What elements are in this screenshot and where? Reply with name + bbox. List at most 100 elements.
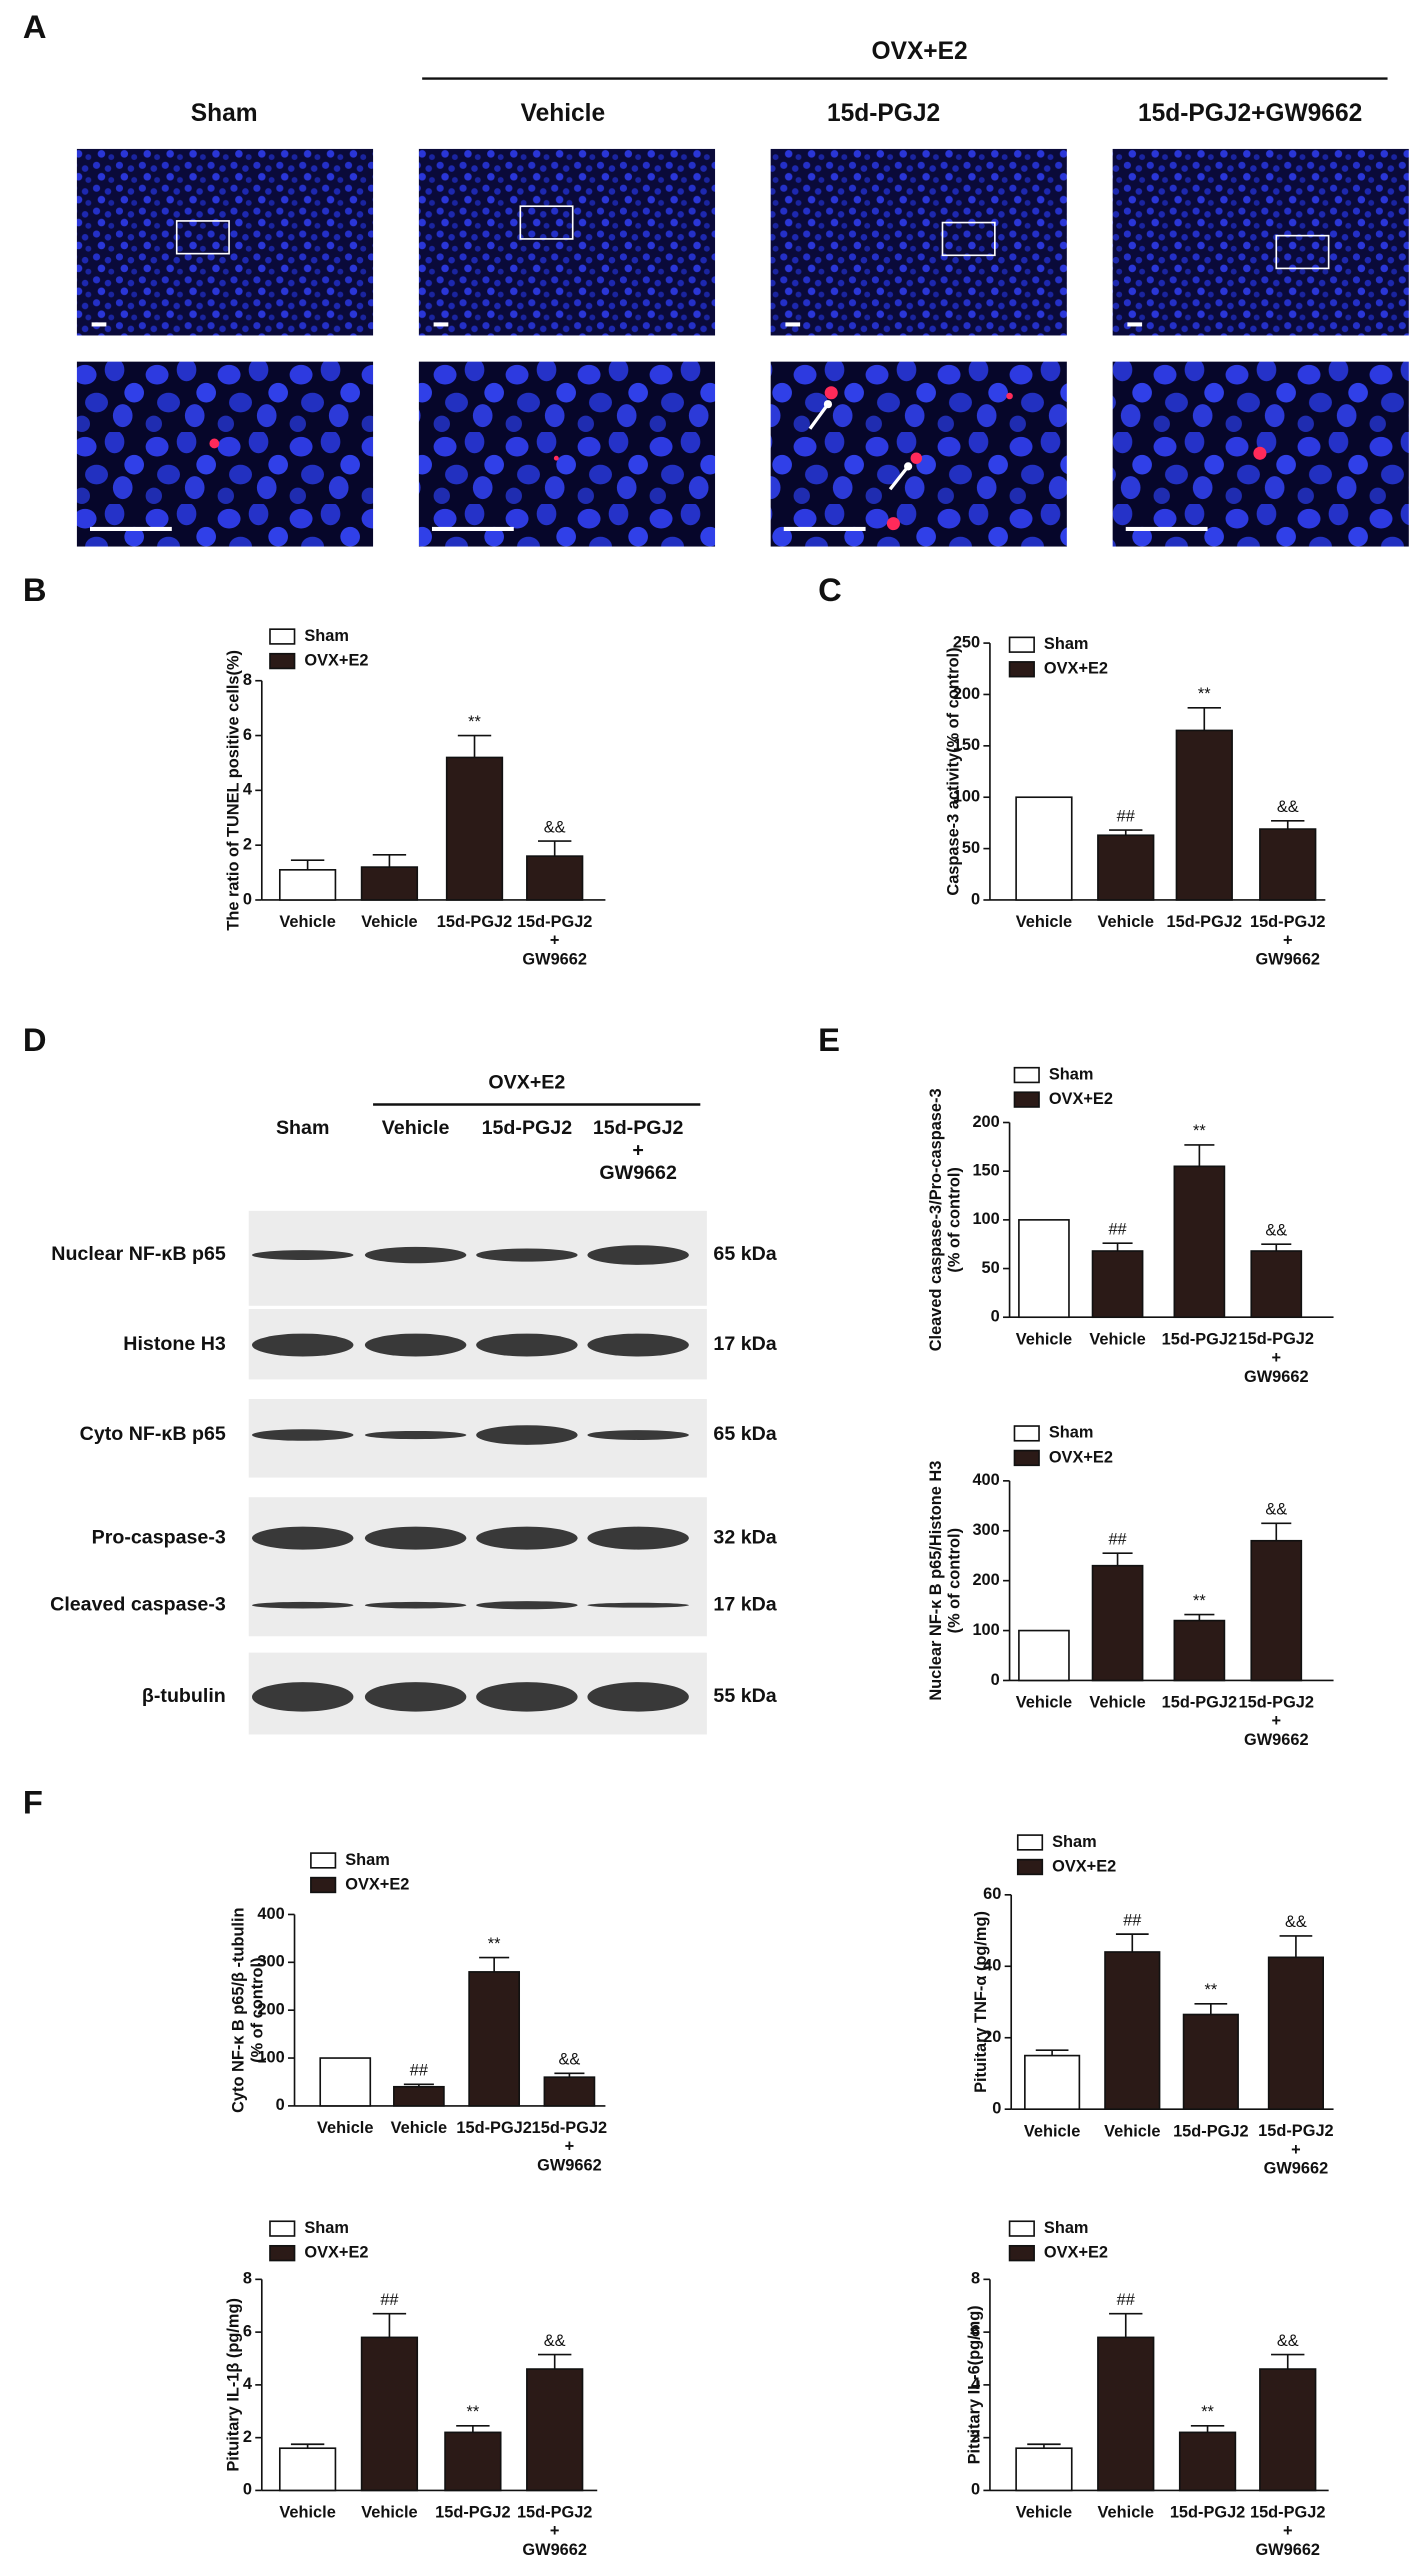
significance: **: [1193, 1122, 1206, 1140]
x-tick-label: 15d-PGJ2 + GW9662: [1258, 2122, 1333, 2178]
legend-swatch: [1016, 1834, 1044, 1851]
significance: **: [488, 1935, 501, 1953]
legend-swatch: [1013, 1449, 1040, 1467]
y-tick-label: 0: [243, 890, 252, 908]
bar: [543, 2076, 596, 2107]
significance: **: [1204, 1981, 1217, 1999]
tunel-cell: [553, 455, 559, 461]
y-tick-label: 40: [983, 1957, 1001, 1975]
band: [364, 1682, 467, 1712]
tunel-cell: [1006, 392, 1013, 400]
x-tick-label: Vehicle: [1089, 1330, 1145, 1348]
column-header: Sham: [191, 100, 258, 127]
panel-letter: A: [23, 8, 47, 45]
x-tick-label: 15d-PGJ2: [456, 2119, 531, 2137]
band: [364, 1333, 467, 1357]
band: [364, 1601, 467, 1609]
band: [587, 1682, 689, 1712]
significance: **: [468, 713, 481, 731]
significance: &&: [544, 2332, 566, 2350]
significance: **: [1198, 685, 1211, 703]
row-size: 17 kDa: [713, 1593, 777, 1615]
x-tick-label: Vehicle: [279, 2504, 335, 2522]
significance: &&: [1277, 798, 1299, 816]
significance: ##: [1108, 1530, 1127, 1548]
arrow: [888, 465, 910, 491]
y-tick-label: 0: [992, 2100, 1001, 2118]
y-tick-label: 0: [276, 2096, 285, 2114]
y-axis-label: Pituitary IL-1β (pg/mg): [224, 2298, 242, 2472]
bar: [1091, 1250, 1144, 1319]
scale-bar: [433, 322, 449, 327]
row-label: Pro-caspase-3: [92, 1526, 226, 1548]
legend-swatch: [310, 1876, 337, 1894]
x-tick-label: 15d-PGJ2: [435, 2504, 510, 2522]
legend-label: Sham: [1049, 1065, 1094, 1083]
group-label: OVX+E2: [488, 1071, 565, 1093]
arrow: [808, 403, 830, 430]
y-tick-label: 4: [243, 2375, 253, 2393]
x-tick-label: 15d-PGJ2 + GW9662: [1250, 2504, 1325, 2560]
y-axis-label: Nuclear NF-κ B p65/Histone H3(% of contr…: [927, 1461, 964, 1701]
bar: [360, 866, 419, 901]
legend-swatch: [1008, 2220, 1035, 2237]
x-tick-label: Vehicle: [279, 913, 335, 931]
x-tick-label: 15d-PGJ2: [1170, 2504, 1245, 2522]
bar: [1097, 2336, 1155, 2492]
x-tick-label: 15d-PGJ2: [1173, 2122, 1248, 2140]
x-tick-label: 15d-PGJ2 + GW9662: [1239, 1694, 1314, 1750]
band: [251, 1526, 354, 1550]
lane-label: 15d-PGJ2 + GW9662: [593, 1117, 684, 1184]
bar: [1018, 1629, 1070, 1682]
band: [251, 1429, 354, 1441]
bar: [1175, 729, 1233, 901]
scale-bar: [1125, 526, 1208, 532]
panel-letter: B: [23, 571, 47, 608]
legend-label: OVX+E2: [304, 2243, 368, 2261]
legend-swatch: [310, 1852, 337, 1869]
legend-swatch: [269, 652, 296, 670]
bar: [319, 2057, 372, 2107]
bar: [1173, 1619, 1226, 1682]
bar: [1091, 1564, 1144, 1682]
legend-label: OVX+E2: [1044, 660, 1108, 678]
column-header: 15d-PGJ2: [827, 100, 940, 127]
bar: [1173, 1165, 1226, 1319]
band: [476, 1248, 578, 1262]
bar: [1097, 834, 1155, 901]
tunel-cell: [209, 438, 220, 449]
y-tick-label: 50: [982, 1259, 1000, 1277]
panel-letter: C: [818, 571, 842, 608]
legend-label: OVX+E2: [345, 1875, 409, 1893]
micrograph-high: [76, 361, 374, 547]
legend-swatch: [1013, 1091, 1040, 1108]
y-tick-label: 2: [243, 835, 252, 853]
bar: [1015, 2447, 1073, 2492]
y-axis-label: Caspase-3 activity(% of control): [944, 647, 962, 895]
column-header: Vehicle: [521, 100, 606, 127]
significance: &&: [1277, 2332, 1299, 2350]
bar: [1250, 1250, 1303, 1319]
x-tick-label: Vehicle: [1104, 2122, 1160, 2140]
x-tick-label: Vehicle: [1098, 2504, 1154, 2522]
tunel-cell: [1253, 446, 1267, 460]
significance: &&: [544, 818, 566, 836]
lane-label: 15d-PGJ2: [482, 1117, 573, 1139]
bar: [526, 855, 584, 901]
bar: [1250, 1539, 1303, 1682]
bar: [1259, 2368, 1317, 2492]
y-tick-label: 0: [971, 890, 980, 908]
x-tick-label: Vehicle: [1016, 1330, 1072, 1348]
legend-swatch: [1008, 636, 1035, 653]
micrograph-low: [770, 148, 1067, 336]
y-tick-label: 6: [243, 726, 252, 744]
tunel-cell: [910, 452, 923, 464]
legend-label: Sham: [304, 627, 349, 645]
legend-label: Sham: [1052, 1833, 1097, 1851]
scale-bar: [785, 322, 801, 327]
x-tick-label: 15d-PGJ2: [1162, 1330, 1237, 1348]
band: [587, 1430, 689, 1440]
band: [364, 1526, 467, 1550]
x-tick-label: Vehicle: [317, 2119, 373, 2137]
